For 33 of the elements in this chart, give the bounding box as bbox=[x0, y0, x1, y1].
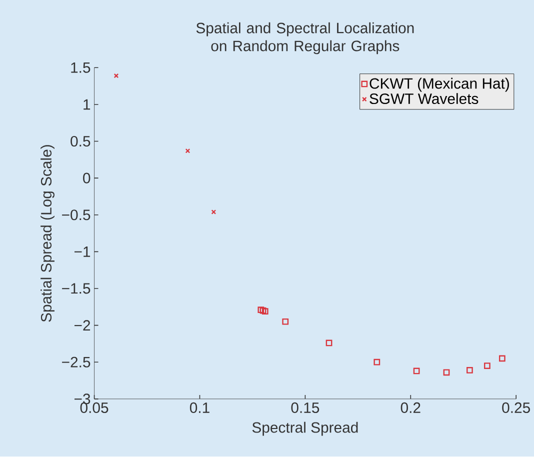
point bbox=[443, 369, 450, 376]
x-tick-label: 0.1 bbox=[190, 402, 210, 414]
y-tick-label: −2.5 bbox=[62, 357, 90, 368]
legend-label: SGWT Wavelets bbox=[370, 93, 478, 104]
point bbox=[258, 306, 264, 314]
y-tick-label: −1 bbox=[74, 246, 90, 258]
point bbox=[484, 362, 490, 370]
x-tick-label: 0.05 bbox=[80, 402, 108, 414]
legend-label: CKWT (Mexican Hat) bbox=[370, 78, 509, 92]
point bbox=[260, 308, 266, 314]
point bbox=[498, 355, 506, 362]
y-tick-label: 1.5 bbox=[71, 62, 90, 74]
point bbox=[326, 340, 332, 346]
y-tick-label: −2 bbox=[74, 320, 90, 331]
x-tick-label: 0.2 bbox=[400, 402, 420, 414]
point bbox=[374, 359, 380, 366]
point bbox=[413, 368, 420, 374]
x-axis-title: Spectral Spread bbox=[252, 422, 358, 436]
y-axis-title: Spatial Spread (Log Scale) bbox=[40, 145, 54, 322]
point bbox=[211, 210, 216, 215]
x-tick-label: 0.25 bbox=[502, 402, 530, 414]
point bbox=[262, 308, 268, 315]
point bbox=[185, 148, 190, 154]
y-tick-label: −1.5 bbox=[62, 283, 90, 294]
y-tick-label: 1 bbox=[84, 100, 90, 110]
point bbox=[282, 318, 289, 326]
chart-title: Spatial and Spectral Localization on Random Regular Graphs bbox=[196, 22, 414, 54]
y-tick-label: 0 bbox=[83, 172, 90, 184]
point bbox=[114, 74, 119, 78]
x-tick-label: 0.15 bbox=[291, 402, 320, 414]
y-tick-label: 0.5 bbox=[70, 136, 90, 147]
y-tick-label: −0.5 bbox=[62, 210, 90, 220]
point bbox=[466, 367, 473, 374]
